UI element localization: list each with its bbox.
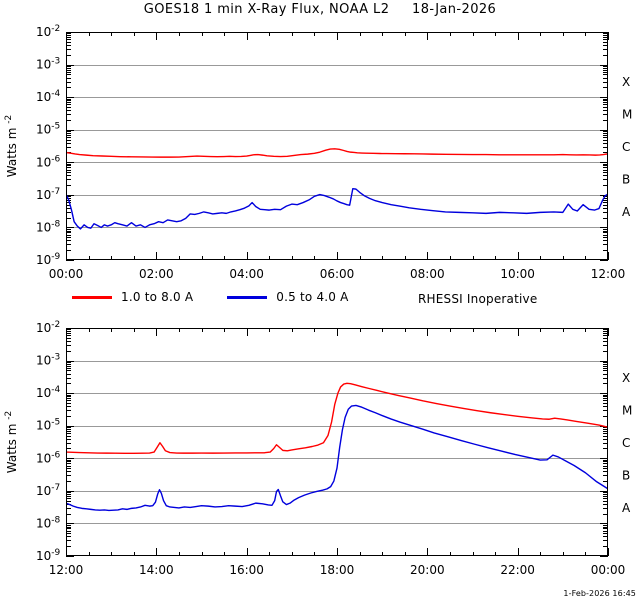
bottom-panel: 10-2 10-3 10-4 10-5 10-6 10-7 10-8 10-9 12:00 14:…: [0, 318, 640, 586]
legend-item-1: 1.0 to 8.0 A: [72, 290, 193, 304]
legend-items: 1.0 to 8.0 A 0.5 to 4.0 A: [72, 290, 383, 304]
svg-text:00:00: 00:00: [49, 267, 84, 281]
svg-text:22:00: 22:00: [500, 563, 535, 577]
svg-text:12:00: 12:00: [49, 563, 84, 577]
svg-text:C: C: [622, 140, 630, 154]
legend-label-1: 1.0 to 8.0 A: [121, 290, 194, 304]
svg-text:06:00: 06:00: [320, 267, 355, 281]
legend-note: RHESSI Inoperative: [418, 292, 538, 306]
svg-text:10-4: 10-4: [36, 89, 61, 104]
svg-text:C: C: [622, 436, 630, 450]
svg-text:10-8: 10-8: [36, 219, 61, 234]
svg-text:02:00: 02:00: [139, 267, 174, 281]
y-gridlines: [66, 361, 608, 524]
svg-text:10-7: 10-7: [36, 187, 60, 202]
legend-swatch-1: [72, 295, 112, 299]
svg-text:10-3: 10-3: [36, 353, 60, 368]
svg-text:08:00: 08:00: [410, 267, 445, 281]
svg-text:14:00: 14:00: [139, 563, 174, 577]
bottom-plot: 10-2 10-3 10-4 10-5 10-6 10-7 10-8 10-912:00 14:…: [4, 320, 632, 577]
svg-text:10-3: 10-3: [36, 57, 60, 72]
y-axis-title: Watts m -2: [4, 411, 19, 473]
svg-text:18:00: 18:00: [320, 563, 355, 577]
y-axis-title: Watts m -2: [4, 115, 19, 177]
top-panel: 10-2 10-3 10-4 10-5 10-6 10-7 10-8 10-9 00:00 02:…: [0, 22, 640, 290]
x-tick-labels: 00:00 02:00 04:00 06:00 08:00 10:00 12:00: [49, 267, 626, 281]
y-gridlines: [66, 65, 608, 228]
x-tick-labels: 12:00 14:00 16:00 18:00 20:00 22:00 00:00: [49, 563, 626, 577]
top-plot: 10-2 10-3 10-4 10-5 10-6 10-7 10-8 10-900:00 02:…: [4, 24, 632, 281]
svg-text:20:00: 20:00: [410, 563, 445, 577]
svg-text:10-8: 10-8: [36, 515, 61, 530]
y-tick-labels: 10-2 10-3 10-4 10-5 10-6 10-7 10-8 10-9: [36, 320, 61, 563]
svg-text:16:00: 16:00: [229, 563, 264, 577]
series-bottom-2: [66, 404, 608, 512]
svg-text:10-6: 10-6: [36, 154, 61, 169]
svg-text:10-4: 10-4: [36, 385, 61, 400]
series-bottom-1: [66, 382, 608, 455]
svg-text:M: M: [622, 403, 632, 417]
legend-item-2: 0.5 to 4.0 A: [227, 290, 348, 304]
svg-text:12:00: 12:00: [591, 267, 626, 281]
svg-text:10-9: 10-9: [36, 548, 61, 563]
svg-text:00:00: 00:00: [591, 563, 626, 577]
svg-text:10-2: 10-2: [36, 320, 60, 335]
svg-text:B: B: [622, 469, 630, 483]
svg-text:10-5: 10-5: [36, 418, 60, 433]
flare-class-labels: X M C B A: [622, 75, 632, 219]
svg-text:10-9: 10-9: [36, 252, 61, 267]
plot-frame: [65, 31, 609, 261]
svg-text:04:00: 04:00: [229, 267, 264, 281]
svg-text:X: X: [622, 371, 630, 385]
legend: 1.0 to 8.0 A 0.5 to 4.0 A RHESSI Inoperat…: [0, 290, 640, 312]
svg-text:M: M: [622, 107, 632, 121]
svg-text:10:00: 10:00: [500, 267, 535, 281]
page-title: GOES18 1 min X-Ray Flux, NOAA L2 18-Jan-…: [143, 2, 497, 17]
svg-text:10-7: 10-7: [36, 483, 60, 498]
series-top-1: [66, 148, 608, 158]
legend-label-2: 0.5 to 4.0 A: [276, 290, 349, 304]
svg-text:A: A: [622, 501, 631, 515]
y-tick-labels: 10-2 10-3 10-4 10-5 10-6 10-7 10-8 10-9: [36, 24, 61, 267]
svg-text:10-2: 10-2: [36, 24, 60, 39]
svg-text:B: B: [622, 173, 630, 187]
svg-text:A: A: [622, 205, 631, 219]
svg-text:10-6: 10-6: [36, 450, 61, 465]
legend-swatch-2: [227, 295, 268, 299]
series-top-2: [66, 187, 608, 230]
svg-text:X: X: [622, 75, 630, 89]
plot-frame: [65, 327, 609, 557]
svg-text:10-5: 10-5: [36, 122, 60, 137]
flare-class-labels: X M C B A: [622, 371, 632, 515]
generated-timestamp: 1-Feb-2026 16:45: [563, 589, 636, 598]
